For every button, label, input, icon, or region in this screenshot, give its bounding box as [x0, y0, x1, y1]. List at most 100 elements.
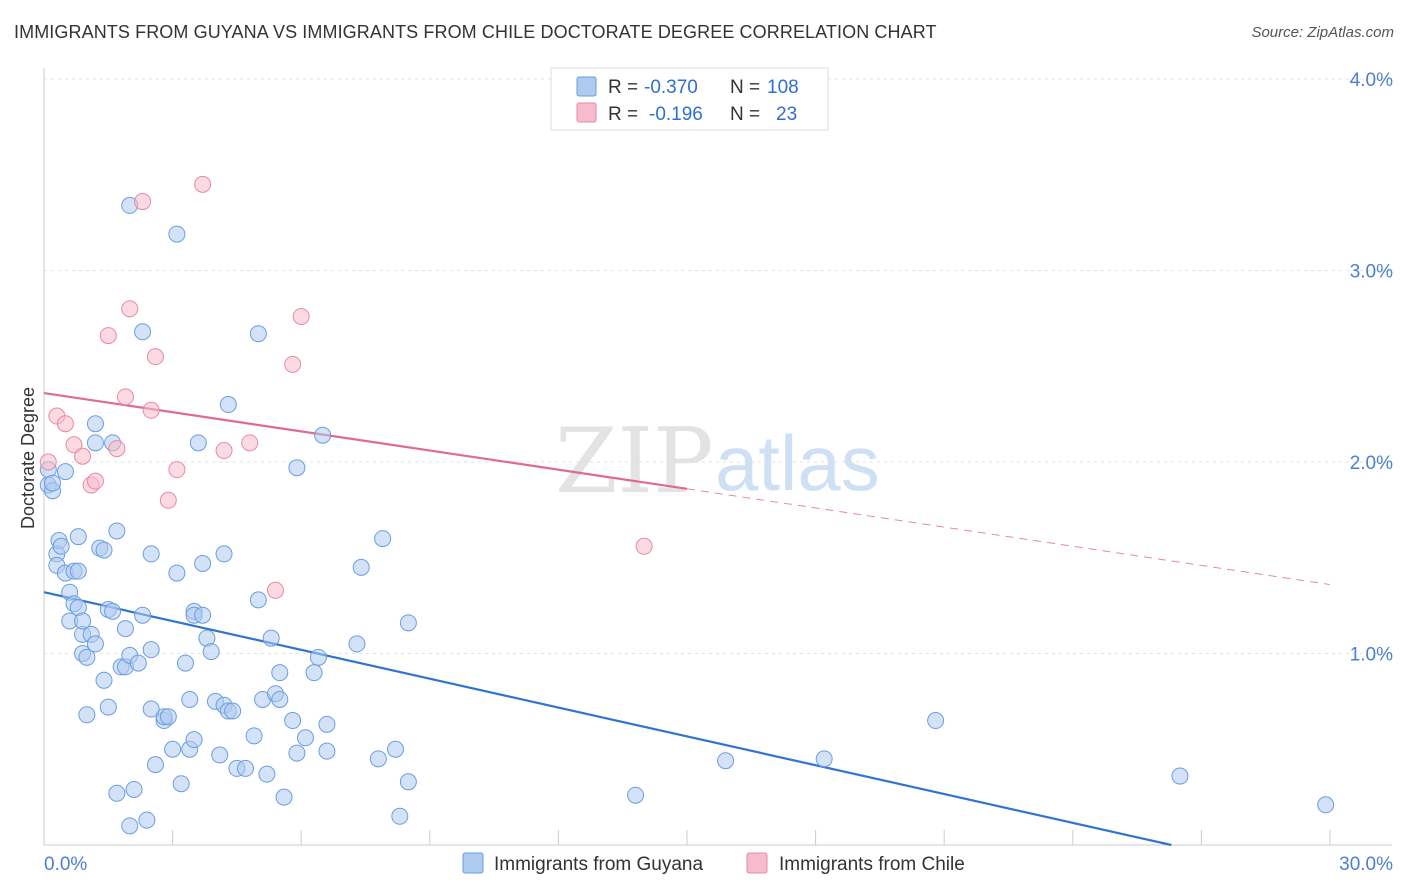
data-point-guyana-30 — [99, 698, 117, 716]
data-point-guyana-94 — [314, 426, 332, 444]
y-tick-label-3: 3.0% — [1350, 262, 1393, 283]
data-point-guyana-101 — [387, 740, 405, 758]
data-point-guyana-33 — [104, 602, 122, 620]
data-point-guyana-56 — [176, 654, 194, 672]
data-point-guyana-17 — [69, 528, 87, 546]
trend-line-extension-chile — [686, 488, 1331, 586]
y-tick-label-1: 1.0% — [1350, 645, 1393, 666]
data-point-guyana-100 — [374, 530, 392, 548]
data-point-guyana-42 — [125, 780, 143, 798]
stats-swatch-guyana — [576, 76, 597, 97]
data-point-guyana-48 — [134, 606, 152, 624]
y-axis-label: Doctorate Degree — [18, 387, 38, 529]
stats-swatch-chile — [576, 102, 597, 123]
data-point-guyana-78 — [245, 727, 263, 745]
data-point-guyana-46 — [142, 545, 160, 563]
data-point-chile-12 — [134, 193, 152, 211]
data-point-guyana-104 — [399, 614, 417, 632]
data-point-chile-11 — [121, 300, 139, 318]
data-point-guyana-107 — [815, 750, 833, 768]
data-point-guyana-86 — [271, 664, 289, 682]
watermark-zip: ZIP — [555, 409, 714, 514]
data-point-chile-8 — [99, 327, 117, 345]
stats-r-value-guyana: -0.370 — [644, 77, 698, 98]
legend-label-chile: Immigrants from Chile — [779, 854, 965, 875]
stats-n-label-guyana: N = — [730, 77, 760, 98]
watermark-atlas: atlas — [715, 419, 880, 507]
data-point-guyana-47 — [138, 811, 156, 829]
data-point-guyana-87 — [275, 788, 293, 806]
data-points — [39, 175, 1335, 835]
data-point-guyana-99 — [369, 750, 387, 768]
data-point-chile-17 — [194, 175, 212, 193]
data-point-guyana-26 — [86, 415, 104, 433]
data-point-guyana-40 — [121, 817, 139, 835]
data-point-guyana-77 — [236, 759, 254, 777]
data-point-guyana-55 — [168, 564, 186, 582]
chart-title: IMMIGRANTS FROM GUYANA VS IMMIGRANTS FRO… — [14, 22, 937, 42]
data-point-guyana-68 — [202, 643, 220, 661]
stats-n-value-chile: 23 — [776, 104, 797, 125]
data-point-guyana-65 — [194, 554, 212, 572]
data-point-chile-19 — [241, 434, 259, 452]
data-point-guyana-21 — [78, 706, 96, 724]
data-point-chile-13 — [142, 401, 160, 419]
data-point-guyana-43 — [129, 654, 147, 672]
data-point-guyana-83 — [262, 629, 280, 647]
data-point-guyana-4 — [44, 474, 62, 492]
data-point-guyana-25 — [86, 434, 104, 452]
legend-swatch-chile — [746, 852, 768, 874]
data-point-guyana-24 — [86, 635, 104, 653]
data-point-chile-20 — [266, 581, 284, 599]
stats-r-label-guyana: R = — [608, 77, 638, 98]
data-point-guyana-64 — [168, 225, 186, 243]
data-point-guyana-60 — [172, 775, 190, 793]
data-point-guyana-54 — [164, 740, 182, 758]
data-point-guyana-52 — [146, 756, 164, 774]
legend-label-guyana: Immigrants from Guyana — [494, 854, 703, 875]
data-point-guyana-92 — [305, 664, 323, 682]
data-point-guyana-71 — [215, 545, 233, 563]
data-point-guyana-19 — [74, 612, 92, 630]
data-point-chile-22 — [292, 307, 310, 325]
data-point-chile-4 — [65, 436, 83, 454]
data-point-guyana-34 — [108, 522, 126, 540]
data-point-guyana-66 — [194, 606, 212, 624]
data-point-guyana-53 — [142, 700, 160, 718]
x-tick-label-min: 0.0% — [44, 854, 87, 875]
data-point-guyana-105 — [627, 786, 645, 804]
data-point-guyana-103 — [399, 773, 417, 791]
data-point-guyana-63 — [189, 434, 207, 452]
data-point-guyana-79 — [249, 325, 267, 343]
data-point-chile-16 — [168, 461, 186, 479]
data-point-guyana-75 — [219, 396, 237, 414]
data-point-guyana-37 — [116, 620, 134, 638]
trend-line-guyana — [43, 591, 1172, 847]
data-point-guyana-57 — [181, 690, 199, 708]
grid-lines — [44, 78, 1392, 654]
legend: Immigrants from Guyana Immigrants from C… — [462, 852, 965, 875]
data-point-chile-1 — [39, 453, 57, 471]
data-point-guyana-45 — [142, 641, 160, 659]
stats-n-label-chile: N = — [730, 104, 760, 125]
data-point-chile-14 — [146, 348, 164, 366]
data-point-guyana-89 — [288, 744, 306, 762]
data-point-chile-7 — [86, 472, 104, 490]
data-point-guyana-109 — [1171, 767, 1189, 785]
data-point-guyana-90 — [288, 459, 306, 477]
data-point-guyana-98 — [352, 558, 370, 576]
data-point-chile-23 — [635, 537, 653, 555]
data-point-chile-21 — [284, 355, 302, 373]
source-credit: Source: ZipAtlas.com — [1251, 24, 1394, 41]
data-point-chile-18 — [215, 442, 233, 460]
y-tick-labels: 1.0% 2.0% 3.0% 4.0% — [1350, 70, 1393, 666]
x-tick-labels: 0.0% 30.0% — [44, 854, 1393, 875]
data-point-guyana-110 — [1317, 796, 1335, 814]
data-point-guyana-96 — [318, 715, 336, 733]
data-point-chile-5 — [74, 447, 92, 465]
y-tick-label-2: 2.0% — [1350, 453, 1393, 474]
data-point-guyana-108 — [927, 712, 945, 730]
data-point-guyana-106 — [717, 752, 735, 770]
stats-n-value-guyana: 108 — [767, 77, 799, 98]
data-point-guyana-16 — [69, 562, 87, 580]
